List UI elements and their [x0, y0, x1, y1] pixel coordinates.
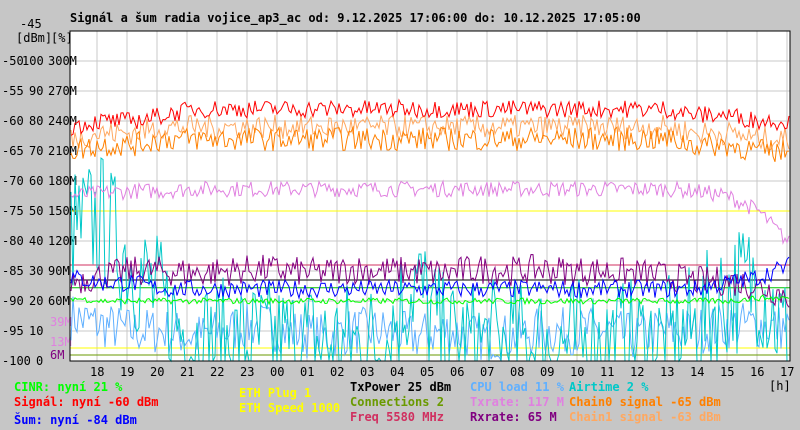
y-tick-pct: 30 — [29, 264, 43, 278]
y-tick-rate: 90M — [48, 264, 70, 278]
legend-airtime: Airtime 2 % — [569, 380, 649, 394]
legend-cinr: CINR: nyní 21 % — [14, 380, 123, 394]
y-tick-pct: 100 — [22, 54, 44, 68]
y-tick-dbm: -100 — [2, 354, 31, 368]
legend-freq: Freq 5580 MHz — [350, 410, 444, 424]
y-tick-dbm: -70 — [2, 174, 24, 188]
x-tick: 04 — [390, 365, 404, 379]
y-tick-dbm: -75 — [2, 204, 24, 218]
y-tick-pct: 10 — [29, 324, 43, 338]
x-tick: 00 — [270, 365, 284, 379]
y-unit-pct: [%] — [51, 31, 73, 45]
y-tick-dbm: -60 — [2, 114, 24, 128]
series-chain0-signal — [70, 125, 789, 162]
legend-eth-plug: ETH Plug 1 — [239, 386, 311, 400]
x-tick: 05 — [420, 365, 434, 379]
y-tick-dbm: -50 — [2, 54, 24, 68]
y-tick-dbm: -85 — [2, 264, 24, 278]
series-cinr — [70, 294, 790, 306]
x-tick: 17 — [780, 365, 794, 379]
y-tick-rate: 300M — [48, 54, 77, 68]
legend-eth-speed: ETH Speed 1000 — [239, 401, 340, 415]
legend-rxrate: Rxrate: 65 M — [470, 410, 557, 424]
series-airtime — [70, 157, 789, 363]
x-tick: 10 — [570, 365, 584, 379]
y-tick-pct: 80 — [29, 114, 43, 128]
series-txrate — [70, 179, 790, 246]
legend-chain1: Chain1 signal -63 dBm — [569, 410, 721, 424]
y-tick-pct: 60 — [29, 174, 43, 188]
plot-border — [69, 30, 791, 362]
y-tick-dbm: -90 — [2, 294, 24, 308]
x-tick: 15 — [720, 365, 734, 379]
y-tick-rate: 180M — [48, 174, 77, 188]
x-tick: 13 — [660, 365, 674, 379]
y-tick-dbm: -55 — [2, 84, 24, 98]
y-unit-dbm: [dBm] — [16, 31, 52, 45]
x-tick: 11 — [600, 365, 614, 379]
y-tick-dbm: -95 — [2, 324, 24, 338]
current-marker: 13M — [50, 335, 72, 349]
current-marker: 6M — [50, 348, 64, 362]
y-tick-rate: 270M — [48, 84, 77, 98]
legend-chain0: Chain0 signal -65 dBm — [569, 395, 721, 409]
x-tick: 20 — [150, 365, 164, 379]
x-tick: 01 — [300, 365, 314, 379]
y-tick-pct: 90 — [29, 84, 43, 98]
y-tick-dbm: -65 — [2, 144, 24, 158]
y-tick-pct: 70 — [29, 144, 43, 158]
legend-connections: Connections 2 — [350, 395, 444, 409]
x-tick: 21 — [180, 365, 194, 379]
chart-title: Signál a šum radia vojice_ap3_ac od: 9.1… — [70, 11, 641, 26]
legend-txpower: TxPower 25 dBm — [350, 380, 451, 394]
series-signál — [70, 98, 790, 136]
x-tick: 07 — [480, 365, 494, 379]
x-tick: 22 — [210, 365, 224, 379]
x-tick: 18 — [90, 365, 104, 379]
x-tick: 14 — [690, 365, 704, 379]
x-tick: 12 — [630, 365, 644, 379]
x-axis-label: [h] — [769, 379, 791, 393]
x-tick: 06 — [450, 365, 464, 379]
x-tick: 02 — [330, 365, 344, 379]
current-marker: 39M — [50, 315, 72, 329]
y-tick-dbm: -80 — [2, 234, 24, 248]
y-tick-dbm: -45 — [20, 17, 42, 31]
y-tick-pct: 0 — [36, 354, 43, 368]
x-tick: 19 — [120, 365, 134, 379]
x-tick: 16 — [750, 365, 764, 379]
y-tick-rate: 240M — [48, 114, 77, 128]
legend-signal: Signál: nyní -60 dBm — [14, 395, 159, 409]
legend-txrate: Txrate: 117 M — [470, 395, 564, 409]
x-tick: 09 — [540, 365, 554, 379]
y-tick-pct: 20 — [29, 294, 43, 308]
y-tick-pct: 50 — [29, 204, 43, 218]
series-šum — [70, 256, 790, 300]
legend-noise: Šum: nyní -84 dBm — [14, 412, 137, 427]
y-tick-pct: 40 — [29, 234, 43, 248]
y-tick-rate: 60M — [48, 294, 70, 308]
legend-cpu: CPU load 11 % — [470, 380, 565, 394]
plot-area — [70, 31, 790, 361]
x-tick: 23 — [240, 365, 254, 379]
x-tick: 03 — [360, 365, 374, 379]
x-tick: 08 — [510, 365, 524, 379]
series-rxrate — [70, 253, 790, 308]
